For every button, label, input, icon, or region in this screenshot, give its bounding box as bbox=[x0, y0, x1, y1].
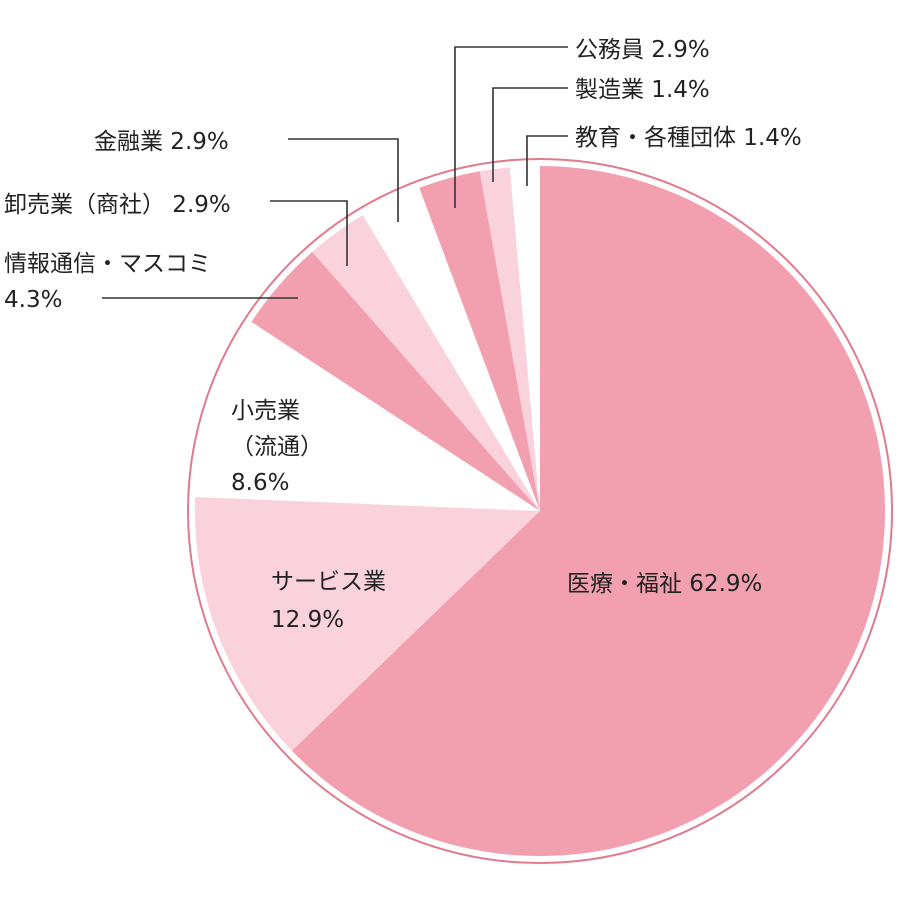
slice-label-7-line-0: 製造業 1.4% bbox=[575, 77, 710, 103]
slice-labels: 医療・福祉 62.9% サービス業 12.9% 小売業 （流通） 8.6% 情報通信・マスコ… bbox=[4, 37, 802, 633]
leader-lines bbox=[102, 46, 568, 299]
slice-label-1: サービス業 12.9% bbox=[271, 569, 386, 633]
pie-slice-6 bbox=[419, 171, 540, 511]
slice-label-8: 教育・各種団体 1.4% bbox=[575, 125, 802, 151]
slice-label-2-line-0: 小売業 bbox=[231, 398, 300, 424]
slice-label-3-line-1: 4.3% bbox=[4, 287, 62, 313]
slice-label-1-line-1: 12.9% bbox=[271, 607, 344, 633]
pie-slice-5 bbox=[362, 187, 540, 511]
pie-slice-3 bbox=[251, 251, 540, 511]
leader-line-5 bbox=[288, 138, 399, 222]
slice-label-2-line-1: （流通） bbox=[231, 434, 323, 460]
leader-line-6 bbox=[454, 46, 568, 208]
leader-line-4 bbox=[270, 200, 348, 266]
pie-slices bbox=[194, 166, 885, 856]
slice-label-5: 金融業 2.9% bbox=[94, 129, 229, 155]
pie-slice-2 bbox=[195, 321, 540, 511]
slice-label-8-line-0: 教育・各種団体 1.4% bbox=[575, 125, 802, 151]
slice-label-7: 製造業 1.4% bbox=[575, 77, 710, 103]
slice-label-5-line-0: 金融業 2.9% bbox=[94, 129, 229, 155]
slice-label-3-line-0: 情報通信・マスコミ bbox=[4, 251, 211, 277]
pie-slice-4 bbox=[312, 214, 540, 512]
slice-label-2-line-2: 8.6% bbox=[231, 470, 289, 496]
slice-label-3: 情報通信・マスコミ 4.3% bbox=[4, 251, 211, 313]
slice-label-1-line-0: サービス業 bbox=[271, 569, 386, 595]
leader-line-7 bbox=[492, 87, 568, 182]
pie-slice-0 bbox=[291, 166, 885, 856]
slice-label-4-line-0: 卸売業（商社） 2.9% bbox=[4, 192, 231, 218]
slice-label-6-line-0: 公務員 2.9% bbox=[575, 37, 710, 63]
slice-label-4: 卸売業（商社） 2.9% bbox=[4, 192, 231, 218]
pie-slice-7 bbox=[479, 167, 540, 511]
slice-label-6: 公務員 2.9% bbox=[575, 37, 710, 63]
slice-label-0: 医療・福祉 62.9% bbox=[567, 571, 762, 597]
slice-label-0-line-0: 医療・福祉 62.9% bbox=[567, 571, 762, 597]
leader-line-8 bbox=[526, 135, 568, 186]
pie-slice-8 bbox=[509, 166, 540, 511]
pie-slice-1 bbox=[194, 496, 540, 751]
slice-label-2: 小売業 （流通） 8.6% bbox=[231, 398, 323, 496]
